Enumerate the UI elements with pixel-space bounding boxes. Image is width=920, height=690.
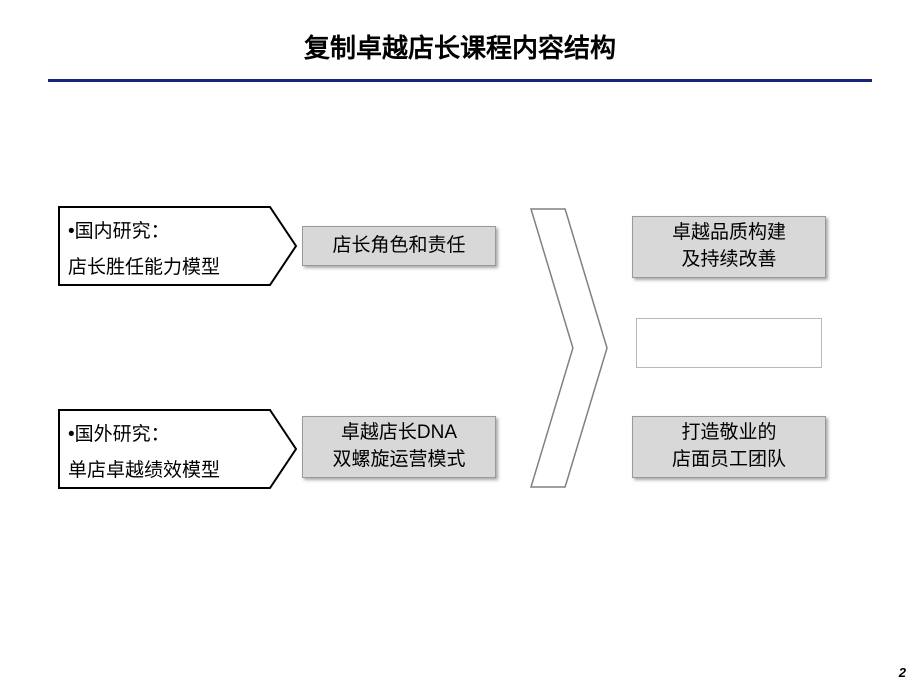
graybox-quality-build: 卓越品质构建 及持续改善	[632, 216, 826, 278]
pentagon-domestic-label: •国内研究： 店长胜任能力模型	[68, 214, 220, 286]
dna-helix-image	[636, 318, 822, 368]
chevron-shape	[531, 209, 607, 487]
graybox-dna-text: 卓越店长DNA 双螺旋运营模式	[332, 420, 465, 473]
pentagon-foreign-label: •国外研究： 单店卓越绩效模型	[68, 417, 220, 489]
pentagon-foreign-line1: •国外研究：	[68, 424, 170, 445]
graybox-role-responsibility: 店长角色和责任	[302, 226, 496, 266]
pentagon-domestic-line1: •国内研究：	[68, 221, 170, 242]
pentagon-foreign-label-wrap: •国外研究： 单店卓越绩效模型	[58, 409, 270, 489]
pentagon-domestic-line2: 店长胜任能力模型	[68, 257, 220, 278]
pentagon-foreign-line2: 单店卓越绩效模型	[68, 460, 220, 481]
graybox-quality-text: 卓越品质构建 及持续改善	[672, 220, 786, 273]
pentagon-domestic-label-wrap: •国内研究： 店长胜任能力模型	[58, 206, 270, 286]
graybox-dna-model: 卓越店长DNA 双螺旋运营模式	[302, 416, 496, 478]
diagram-canvas: •国内研究： 店长胜任能力模型 •国外研究： 单店卓越绩效模型 店长角色和责任 …	[0, 0, 920, 690]
page-number: 2	[899, 665, 906, 680]
dna-helix-icon	[640, 321, 818, 365]
graybox-role-text: 店长角色和责任	[332, 233, 465, 260]
graybox-team-build: 打造敬业的 店面员工团队	[632, 416, 826, 478]
chevron-arrow	[530, 208, 612, 492]
graybox-team-text: 打造敬业的 店面员工团队	[672, 420, 786, 473]
